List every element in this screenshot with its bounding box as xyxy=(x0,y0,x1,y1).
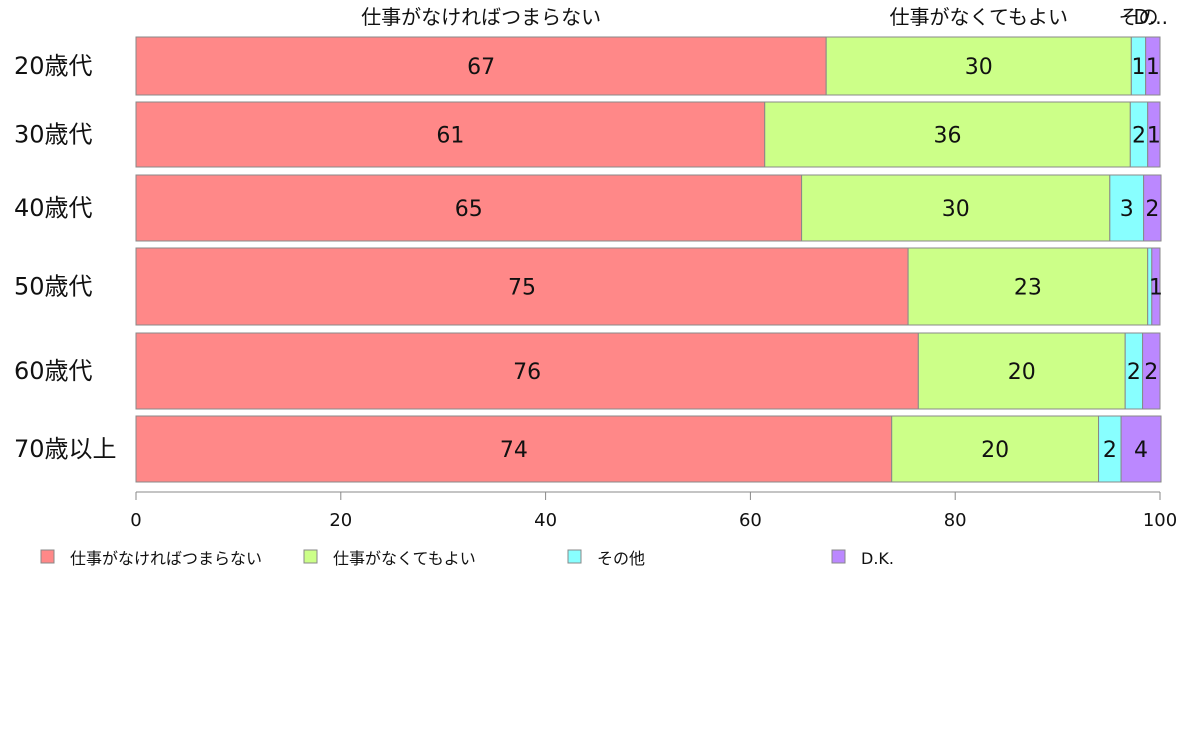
bar-segment xyxy=(1151,247,1161,326)
bar-segment xyxy=(135,332,919,410)
data-label: 2 xyxy=(1132,124,1146,149)
legend-label: 仕事がなくてもよい xyxy=(333,549,476,568)
data-label: 67 xyxy=(467,55,495,80)
bar-segment xyxy=(135,247,909,326)
bar-segment xyxy=(135,174,803,242)
data-label: 4 xyxy=(1134,438,1148,463)
data-label: 65 xyxy=(455,197,483,222)
data-label: 1 xyxy=(1146,55,1160,80)
data-label: 3 xyxy=(1120,197,1134,222)
legend-label: 仕事がなければつまらない xyxy=(70,549,262,568)
category-label: 40歳代 xyxy=(14,194,93,222)
series-top-label: 仕事がなくてもよい xyxy=(890,5,1068,29)
series-top-label: D... xyxy=(1134,5,1168,29)
bar-segment xyxy=(135,36,827,96)
category-label: 30歳代 xyxy=(14,121,93,149)
x-tick-label: 40 xyxy=(534,510,557,531)
bar-segment xyxy=(891,415,1100,483)
legend-swatch xyxy=(40,549,55,564)
bar-segment xyxy=(764,101,1131,168)
legend-swatch xyxy=(567,549,582,564)
bar-segment xyxy=(801,174,1111,242)
category-label: 60歳代 xyxy=(14,357,93,385)
data-label: 2 xyxy=(1127,360,1141,385)
data-label: 1 xyxy=(1149,276,1163,301)
data-label: 1 xyxy=(1131,55,1145,80)
data-label: 30 xyxy=(942,197,970,222)
data-label: 36 xyxy=(934,124,962,149)
x-tick-label: 100 xyxy=(1143,510,1177,531)
data-label: 2 xyxy=(1145,197,1159,222)
data-label: 20 xyxy=(1008,360,1036,385)
data-label: 1 xyxy=(1147,124,1161,149)
bar-segment xyxy=(1147,101,1161,168)
data-label: 75 xyxy=(508,276,536,301)
x-tick-label: 80 xyxy=(944,510,967,531)
data-label: 74 xyxy=(500,438,528,463)
bar-segment xyxy=(1109,174,1145,242)
x-tick-label: 0 xyxy=(130,510,141,531)
bar-segment xyxy=(1120,415,1162,483)
series-top-label: その xyxy=(1118,5,1158,29)
bar-segment xyxy=(1142,332,1161,410)
data-label: 20 xyxy=(981,438,1009,463)
legend-label: その他 xyxy=(597,549,645,568)
category-label: 50歳代 xyxy=(14,273,93,301)
bar-segment xyxy=(135,101,766,168)
category-label: 20歳代 xyxy=(14,52,93,80)
data-label: 23 xyxy=(1014,276,1042,301)
bar-segment xyxy=(917,332,1126,410)
series-top-label: 仕事がなければつまらない xyxy=(361,5,601,29)
data-label: 61 xyxy=(436,124,464,149)
legend-label: D.K. xyxy=(861,549,894,568)
legend-swatch xyxy=(831,549,846,564)
x-tick-label: 60 xyxy=(739,510,762,531)
bar-segment xyxy=(825,36,1132,96)
bar-segment xyxy=(907,247,1149,326)
data-label: 2 xyxy=(1103,438,1117,463)
category-label: 70歳以上 xyxy=(14,435,117,463)
bar-segment xyxy=(135,415,893,483)
bar-segment xyxy=(1143,174,1162,242)
x-tick-label: 20 xyxy=(329,510,352,531)
legend-swatch xyxy=(303,549,318,564)
data-label: 30 xyxy=(965,55,993,80)
bar-segment xyxy=(1145,36,1161,96)
data-label: 76 xyxy=(513,360,541,385)
data-label: 2 xyxy=(1144,360,1158,385)
